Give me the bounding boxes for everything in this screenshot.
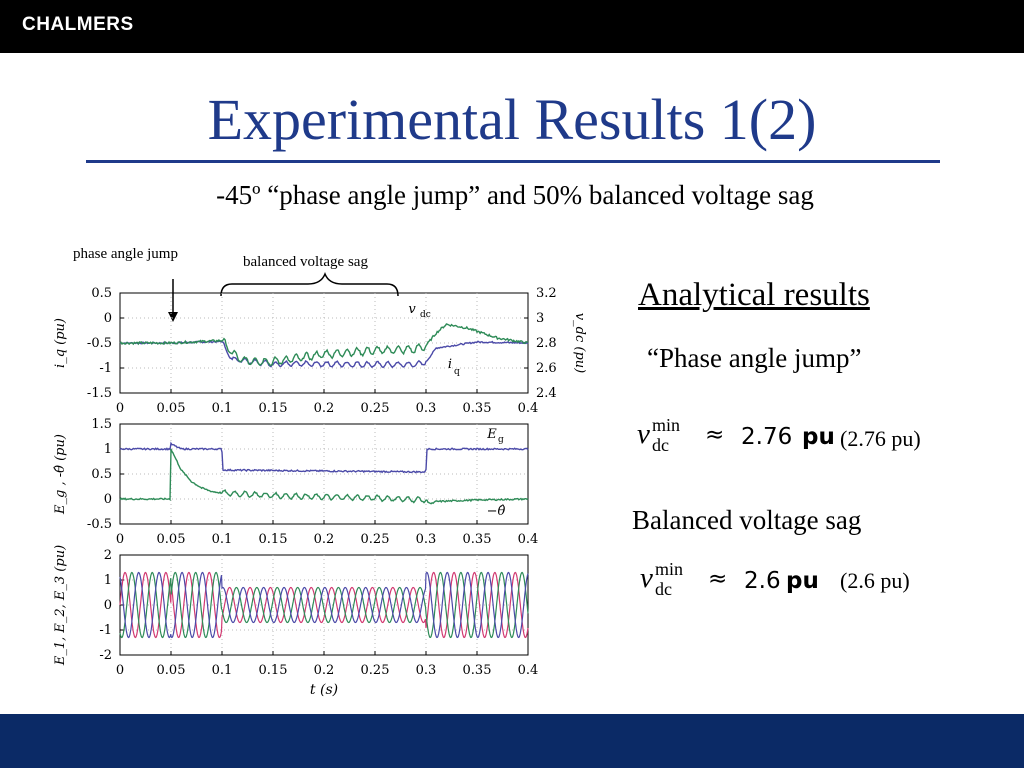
title-underline [86, 160, 940, 163]
x-tick-label: 0.25 [361, 401, 390, 416]
y-tick-label: -0.5 [87, 336, 112, 351]
x-axis-label: t (s) [310, 682, 338, 698]
x-tick-label: 0.2 [314, 532, 335, 547]
x-tick-label: 0 [116, 401, 124, 416]
y-tick-label: 2 [104, 548, 112, 563]
phase-line-2 [119, 571, 529, 639]
y-axis-label: i_q (pu) [53, 318, 68, 368]
series-label-eg: E [486, 427, 497, 442]
y-tick-label: 1.5 [91, 417, 112, 432]
experimental-chart: 0 0.05 0.1 0.15 0.2 0.25 0.3 0.35 0.4 0.5 0 -0.5 -1 -… [53, 271, 587, 698]
x-tick-label: 0.2 [314, 663, 335, 678]
series-line-1 [119, 448, 529, 505]
panel-e123: 0 0.05 0.1 0.15 0.2 0.25 0.3 0.35 0.4 2 1 0 -1 -2 E_1,… [53, 545, 538, 698]
x-tick-label: 0 [116, 532, 124, 547]
y-tick-label: 0 [104, 492, 112, 507]
y2-axis-label: v_dc (pu) [572, 313, 587, 373]
y-axis-label: E_g , -θ̂ (pu) [53, 434, 68, 515]
x-tick-label: 0.1 [212, 532, 233, 547]
x-tick-label: 0.25 [361, 532, 390, 547]
series-label-vdc: v [408, 302, 416, 317]
phase-angle-jump-heading: “Phase angle jump” [647, 343, 862, 373]
y-tick-label: 1 [104, 573, 112, 588]
series-line-0 [119, 441, 529, 474]
footer-bar [0, 714, 1024, 768]
x-tick-label: 0.15 [259, 401, 288, 416]
formula-unit: pu [786, 568, 819, 594]
formula-var: v [637, 418, 650, 450]
x-tick-label: 0.1 [212, 663, 233, 678]
series-label-theta: −θ̂ [487, 504, 506, 519]
y-tick-label: -1 [99, 361, 112, 376]
series-label-eg-sub: g [498, 435, 504, 445]
x-tick-label: 0.05 [157, 663, 186, 678]
x-tick-label: 0.35 [463, 401, 492, 416]
formula-phase-jump-value: (2.76 pu) [840, 426, 921, 451]
x-tick-label: 0.35 [463, 532, 492, 547]
formula-value: 2.76 [741, 424, 793, 450]
formula-phase-jump: v min dc ≈ 2.76 pu [637, 415, 837, 458]
phase-line-0 [119, 571, 529, 639]
series-line-1 [119, 323, 529, 367]
header-bar: CHALMERS [0, 0, 1024, 53]
y2-tick-label: 2.4 [536, 386, 557, 401]
x-tick-label: 0.15 [259, 532, 288, 547]
slide-title: Experimental Results 1(2) [207, 87, 817, 152]
y-axis-label: E_1, E_2, E_3 (pu) [53, 545, 68, 666]
x-tick-label: 0.3 [416, 663, 437, 678]
formula-value: 2.6 [744, 568, 781, 594]
formula-rel: ≈ [705, 422, 725, 448]
y2-tick-label: 3.2 [536, 286, 557, 301]
series-label-iq-sub: q [454, 367, 460, 377]
series-label-vdc-sub: dc [420, 310, 431, 320]
formula-sup: min [652, 415, 681, 435]
y2-tick-label: 2.6 [536, 361, 557, 376]
x-tick-label: 0.05 [157, 401, 186, 416]
annotation-marks [168, 271, 399, 322]
y-tick-label: -0.5 [87, 517, 112, 532]
y-tick-label: 1 [104, 442, 112, 457]
y-tick-label: -1 [99, 623, 112, 638]
x-tick-label: 0.4 [518, 401, 539, 416]
y-tick-label: 0.5 [91, 286, 112, 301]
formula-unit: pu [802, 424, 835, 450]
y-tick-label: 0 [104, 311, 112, 326]
x-tick-label: 0.4 [518, 532, 539, 547]
balanced-voltage-sag-heading: Balanced voltage sag [632, 505, 862, 535]
phase-line-1 [119, 571, 529, 639]
y-tick-label: 0.5 [91, 467, 112, 482]
formula-var: v [640, 562, 653, 594]
x-tick-label: 0.3 [416, 532, 437, 547]
formula-rel: ≈ [708, 566, 728, 592]
formula-sub: dc [652, 435, 669, 455]
series-label-iq: i [448, 357, 452, 372]
formula-sag-value: (2.6 pu) [840, 568, 910, 593]
annotation-balanced-voltage-sag: balanced voltage sag [243, 254, 368, 270]
y2-tick-label: 2.8 [536, 336, 557, 351]
x-tick-label: 0.25 [361, 663, 390, 678]
x-tick-label: 0.1 [212, 401, 233, 416]
formula-sub: dc [655, 579, 672, 599]
chalmers-logo: CHALMERS [22, 14, 134, 35]
formula-sag: v min dc ≈ 2.6 pu [640, 559, 840, 602]
x-tick-label: 0.3 [416, 401, 437, 416]
x-tick-label: 0.35 [463, 663, 492, 678]
y-tick-label: 0 [104, 598, 112, 613]
analytical-results-heading: Analytical results [638, 277, 870, 313]
y2-tick-label: 3 [536, 311, 544, 326]
x-tick-label: 0.2 [314, 401, 335, 416]
y-tick-label: -1.5 [87, 386, 112, 401]
annotation-phase-angle-jump: phase angle jump [73, 246, 178, 262]
panel-iq-vdc: 0 0.05 0.1 0.15 0.2 0.25 0.3 0.35 0.4 0.5 0 -0.5 -1 -… [53, 286, 587, 416]
x-tick-label: 0.15 [259, 663, 288, 678]
y-tick-label: -2 [99, 648, 112, 663]
x-tick-label: 0.4 [518, 663, 539, 678]
formula-sup: min [655, 559, 684, 579]
x-tick-label: 0 [116, 663, 124, 678]
slide-subtitle: -45º “phase angle jump” and 50% balanced… [216, 180, 814, 210]
panel-eg-theta: 0 0.05 0.1 0.15 0.2 0.25 0.3 0.35 0.4 1.5 1 0.5 0 -0.… [53, 417, 538, 547]
x-tick-label: 0.05 [157, 532, 186, 547]
